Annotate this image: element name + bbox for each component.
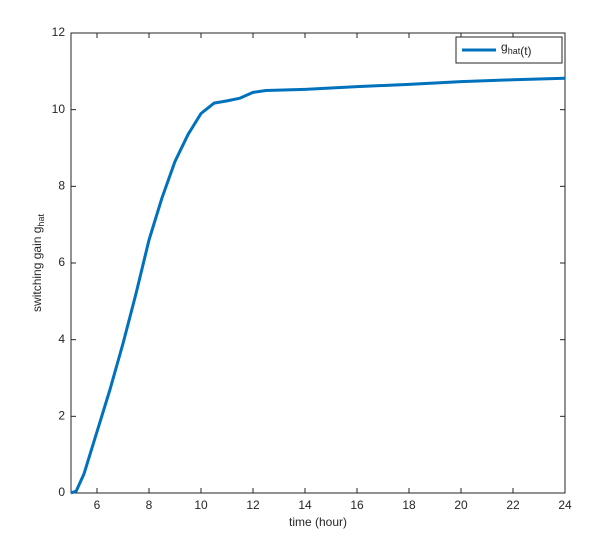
y-tick-label: 4 <box>58 332 65 346</box>
y-tick-label: 2 <box>58 409 65 423</box>
y-tick-label: 6 <box>58 255 65 269</box>
y-tick-label: 12 <box>52 25 66 39</box>
x-tick-label: 16 <box>350 498 364 512</box>
x-tick-label: 6 <box>94 498 101 512</box>
x-tick-label: 22 <box>506 498 520 512</box>
x-tick-label: 24 <box>558 498 572 512</box>
legend-label: ghat(t) <box>501 40 532 58</box>
x-tick-label: 12 <box>246 498 260 512</box>
line-series <box>70 76 566 495</box>
y-tick-label: 10 <box>52 102 66 116</box>
x-tick-label: 8 <box>146 498 153 512</box>
x-tick-label: 10 <box>194 498 208 512</box>
x-tick-label: 18 <box>402 498 416 512</box>
x-tick-label: 20 <box>454 498 468 512</box>
x-axis-label: time (hour) <box>289 515 347 529</box>
x-tick-label: 14 <box>298 498 312 512</box>
y-tick-label: 8 <box>58 179 65 193</box>
y-axis-label: switching gain ghat <box>30 214 46 312</box>
y-tick-label: 0 <box>58 485 65 499</box>
